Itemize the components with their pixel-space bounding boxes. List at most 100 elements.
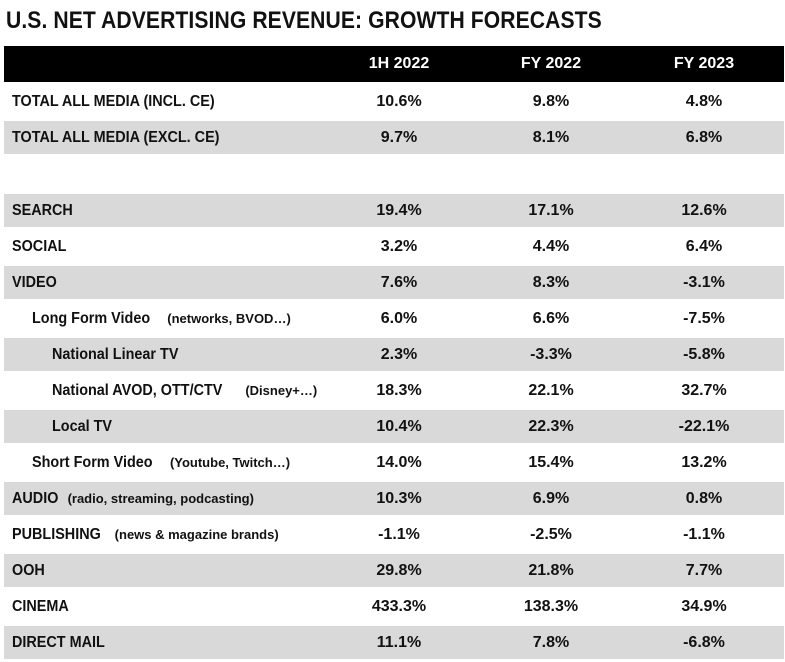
value-cell: 34.9% (681, 597, 727, 615)
value-cell: -2.5% (530, 525, 572, 543)
table-row: Short Form Video (Youtube, Twitch…) 14.0% 1… (4, 446, 784, 482)
value-cell: 6.9% (532, 489, 570, 507)
value-cell: 29.8% (376, 561, 422, 579)
value-cell: 17.1% (528, 201, 574, 219)
value-cell: 13.2% (681, 453, 727, 471)
value-cell: -3.1% (683, 273, 725, 291)
row-label: SOCIAL (12, 230, 72, 263)
row-label-text: OOH (12, 561, 45, 579)
row-label-text: TOTAL ALL MEDIA (EXCL. CE) (12, 128, 220, 146)
value-cell: 0.8% (685, 489, 723, 507)
value-cell: 10.4% (376, 417, 422, 435)
row-label: OOH (12, 554, 48, 587)
row-label: Short Form Video (Youtube, Twitch…) (12, 446, 290, 479)
value-cell: 21.8% (528, 561, 574, 579)
row-label: TOTAL ALL MEDIA (EXCL. CE) (12, 121, 243, 154)
row-label-text: PUBLISHING (12, 525, 101, 543)
value-cell: 3.2% (380, 237, 418, 255)
row-label-text: SEARCH (12, 201, 73, 219)
table-row: SOCIAL 3.2% 4.4% 6.4% (4, 230, 784, 266)
row-label-text: TOTAL ALL MEDIA (INCL. CE) (12, 92, 215, 110)
value-cell: 15.4% (528, 453, 574, 471)
row-label-note: (networks, BVOD…) (167, 311, 291, 326)
row-label-text: VIDEO (12, 273, 57, 291)
value-cell: 6.8% (685, 128, 723, 146)
column-header-fy-2022: FY 2022 (520, 55, 582, 72)
value-cell: -1.1% (683, 525, 725, 543)
row-label-text: SOCIAL (12, 237, 67, 255)
value-cell: 6.0% (380, 309, 418, 327)
table-row: OOH 29.8% 21.8% 7.7% (4, 554, 784, 590)
row-label-text: CINEMA (12, 597, 69, 615)
row-label-text: Long Form Video (32, 309, 151, 327)
value-cell: -7.5% (683, 309, 725, 327)
forecast-table: 1H 2022 FY 2022 FY 2023 TOTAL ALL MEDIA … (4, 46, 784, 662)
table-header-row: 1H 2022 FY 2022 FY 2023 (4, 46, 784, 85)
value-cell: 8.3% (532, 273, 570, 291)
row-label: CINEMA (12, 590, 75, 623)
row-label-note: (news & magazine brands) (114, 527, 279, 542)
value-cell: 2.3% (380, 345, 418, 363)
value-cell: 8.1% (532, 128, 570, 146)
table-row: Long Form Video (networks, BVOD…) 6.0% 6.6%… (4, 302, 784, 338)
row-label-note: (Disney+…) (245, 383, 318, 398)
table-row: PUBLISHING (news & magazine brands) -1.1% -… (4, 518, 784, 554)
value-cell: 9.7% (380, 128, 418, 146)
table-row: DIRECT MAIL 11.1% 7.8% -6.8% (4, 626, 784, 662)
value-cell: 10.6% (376, 92, 422, 110)
table-spacer-row (4, 157, 784, 194)
row-label-text: DIRECT MAIL (12, 633, 105, 651)
value-cell: 433.3% (371, 597, 427, 615)
value-cell: 32.7% (681, 381, 727, 399)
value-cell: 4.4% (532, 237, 570, 255)
table-row: SEARCH 19.4% 17.1% 12.6% (4, 194, 784, 230)
row-label-note: (Youtube, Twitch…) (169, 455, 291, 470)
value-cell: 14.0% (376, 453, 422, 471)
row-label: Long Form Video (networks, BVOD…) (12, 302, 291, 335)
column-header-fy-2023: FY 2023 (673, 55, 735, 72)
row-label: Local TV (12, 410, 119, 443)
row-label: National Linear TV (12, 338, 192, 371)
table-row: AUDIO (radio, streaming, podcasting) 10.3%… (4, 482, 784, 518)
row-label: National AVOD, OTT/CTV (Disney+…) (12, 374, 317, 407)
value-cell: 6.4% (685, 237, 723, 255)
value-cell: 7.8% (532, 633, 570, 651)
table-row: National Linear TV 2.3% -3.3% -5.8% (4, 338, 784, 374)
value-cell: 7.6% (380, 273, 418, 291)
table-row: VIDEO 7.6% 8.3% -3.1% (4, 266, 784, 302)
row-label-text: National AVOD, OTT/CTV (52, 381, 223, 399)
value-cell: 19.4% (376, 201, 422, 219)
value-cell: 7.7% (685, 561, 723, 579)
value-cell: 9.8% (532, 92, 570, 110)
value-cell: 11.1% (376, 633, 422, 651)
value-cell: 4.8% (685, 92, 723, 110)
table-row: TOTAL ALL MEDIA (INCL. CE) 10.6% 9.8% 4.8% (4, 85, 784, 121)
row-label-text: National Linear TV (52, 345, 179, 363)
row-label-text: AUDIO (12, 489, 59, 507)
row-label-note: (radio, streaming, podcasting) (67, 491, 254, 506)
row-label: SEARCH (12, 194, 80, 227)
value-cell: -3.3% (530, 345, 572, 363)
row-label: AUDIO (radio, streaming, podcasting) (12, 482, 254, 515)
row-label: DIRECT MAIL (12, 626, 115, 659)
value-cell: -22.1% (678, 417, 730, 435)
value-cell: -5.8% (683, 345, 725, 363)
table-row: CINEMA 433.3% 138.3% 34.9% (4, 590, 784, 626)
value-cell: 6.6% (532, 309, 570, 327)
row-label: TOTAL ALL MEDIA (INCL. CE) (12, 85, 237, 118)
value-cell: 12.6% (681, 201, 727, 219)
value-cell: 22.1% (528, 381, 574, 399)
value-cell: -6.8% (683, 633, 725, 651)
value-cell: 18.3% (376, 381, 422, 399)
table-row: Local TV 10.4% 22.3% -22.1% (4, 410, 784, 446)
table-row: National AVOD, OTT/CTV (Disney+…) 18.3% 22.… (4, 374, 784, 410)
value-cell: 10.3% (376, 489, 422, 507)
page-title: U.S. NET ADVERTISING REVENUE: GROWTH FOR… (6, 7, 602, 34)
table-row: TOTAL ALL MEDIA (EXCL. CE) 9.7% 8.1% 6.8% (4, 121, 784, 157)
row-label-text: Short Form Video (32, 453, 153, 471)
row-label: VIDEO (12, 266, 62, 299)
value-cell: 138.3% (523, 597, 579, 615)
row-label-text: Local TV (52, 417, 113, 435)
row-label: PUBLISHING (news & magazine brands) (12, 518, 279, 551)
column-header-1h-2022: 1H 2022 (368, 55, 430, 72)
